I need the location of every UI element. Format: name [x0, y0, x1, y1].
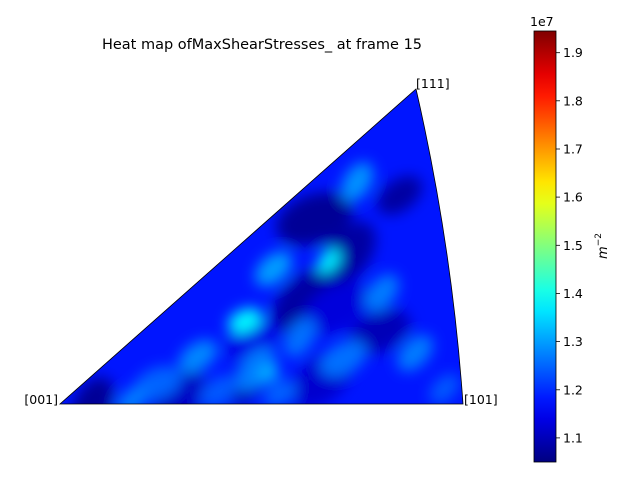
- colorbar-tick-label: 1.3: [563, 334, 583, 349]
- heatmap-region: [227, 308, 263, 334]
- heatmap-region: [70, 377, 114, 404]
- ipf-heatmap-plot: [58, 88, 464, 405]
- chart-title: Heat map ofMaxShearStresses_ at frame 15: [102, 37, 422, 53]
- heatmap-region: [316, 248, 341, 274]
- heatmap-region: [319, 340, 367, 377]
- heatmap-region: [341, 162, 374, 202]
- heatmap-region: [377, 175, 423, 215]
- corner-label-001: [001]: [24, 392, 58, 407]
- heatmap-field: [60, 89, 463, 404]
- heatmap-region: [263, 380, 297, 404]
- colorbar-frame: [533, 30, 557, 463]
- corner-label-101: [101]: [464, 392, 498, 407]
- colorbar-gradient: [534, 31, 556, 462]
- heatmap-region: [429, 373, 460, 404]
- colorbar-tick-label: 1.4: [563, 286, 583, 301]
- heatmap-region: [276, 192, 353, 246]
- colorbar-tick-label: 1.9: [563, 45, 583, 60]
- heatmap-region: [199, 374, 239, 404]
- colorbar-label-exponent: −2: [594, 233, 604, 246]
- colorbar-label: m−2: [594, 233, 611, 259]
- heatmap-region: [364, 274, 400, 312]
- colorbar-tick-label: 1.8: [563, 93, 583, 108]
- stereographic-triangle-outline: [58, 88, 464, 405]
- heatmap-region: [258, 366, 280, 382]
- corner-label-111: [111]: [416, 76, 450, 91]
- colorbar: 1.1 1.2 1.3 1.4 1.5 1.6 1.7 1.8 1.9 1e7 m−2: [530, 14, 611, 463]
- heatmap-region: [320, 221, 376, 286]
- heatmap-region: [254, 251, 293, 287]
- colorbar-tick-label: 1.2: [563, 382, 583, 397]
- heatmap-region: [397, 334, 434, 372]
- colorbar-label-base: m: [596, 246, 611, 259]
- colorbar-offset-text: 1e7: [530, 14, 554, 29]
- heatmap-region: [283, 317, 317, 358]
- colorbar-tick-label: 1.1: [563, 430, 583, 445]
- colorbar-tick-label: 1.5: [563, 238, 583, 253]
- heatmap-region: [348, 309, 411, 355]
- heatmap-region: [302, 282, 370, 336]
- colorbar-tick-label: 1.6: [563, 190, 583, 205]
- heatmap-region: [116, 386, 148, 404]
- colorbar-ticks: 1.1 1.2 1.3 1.4 1.5 1.6 1.7 1.8 1.9: [556, 45, 583, 445]
- colorbar-tick-label: 1.7: [563, 142, 583, 157]
- heatmap-region: [178, 339, 218, 373]
